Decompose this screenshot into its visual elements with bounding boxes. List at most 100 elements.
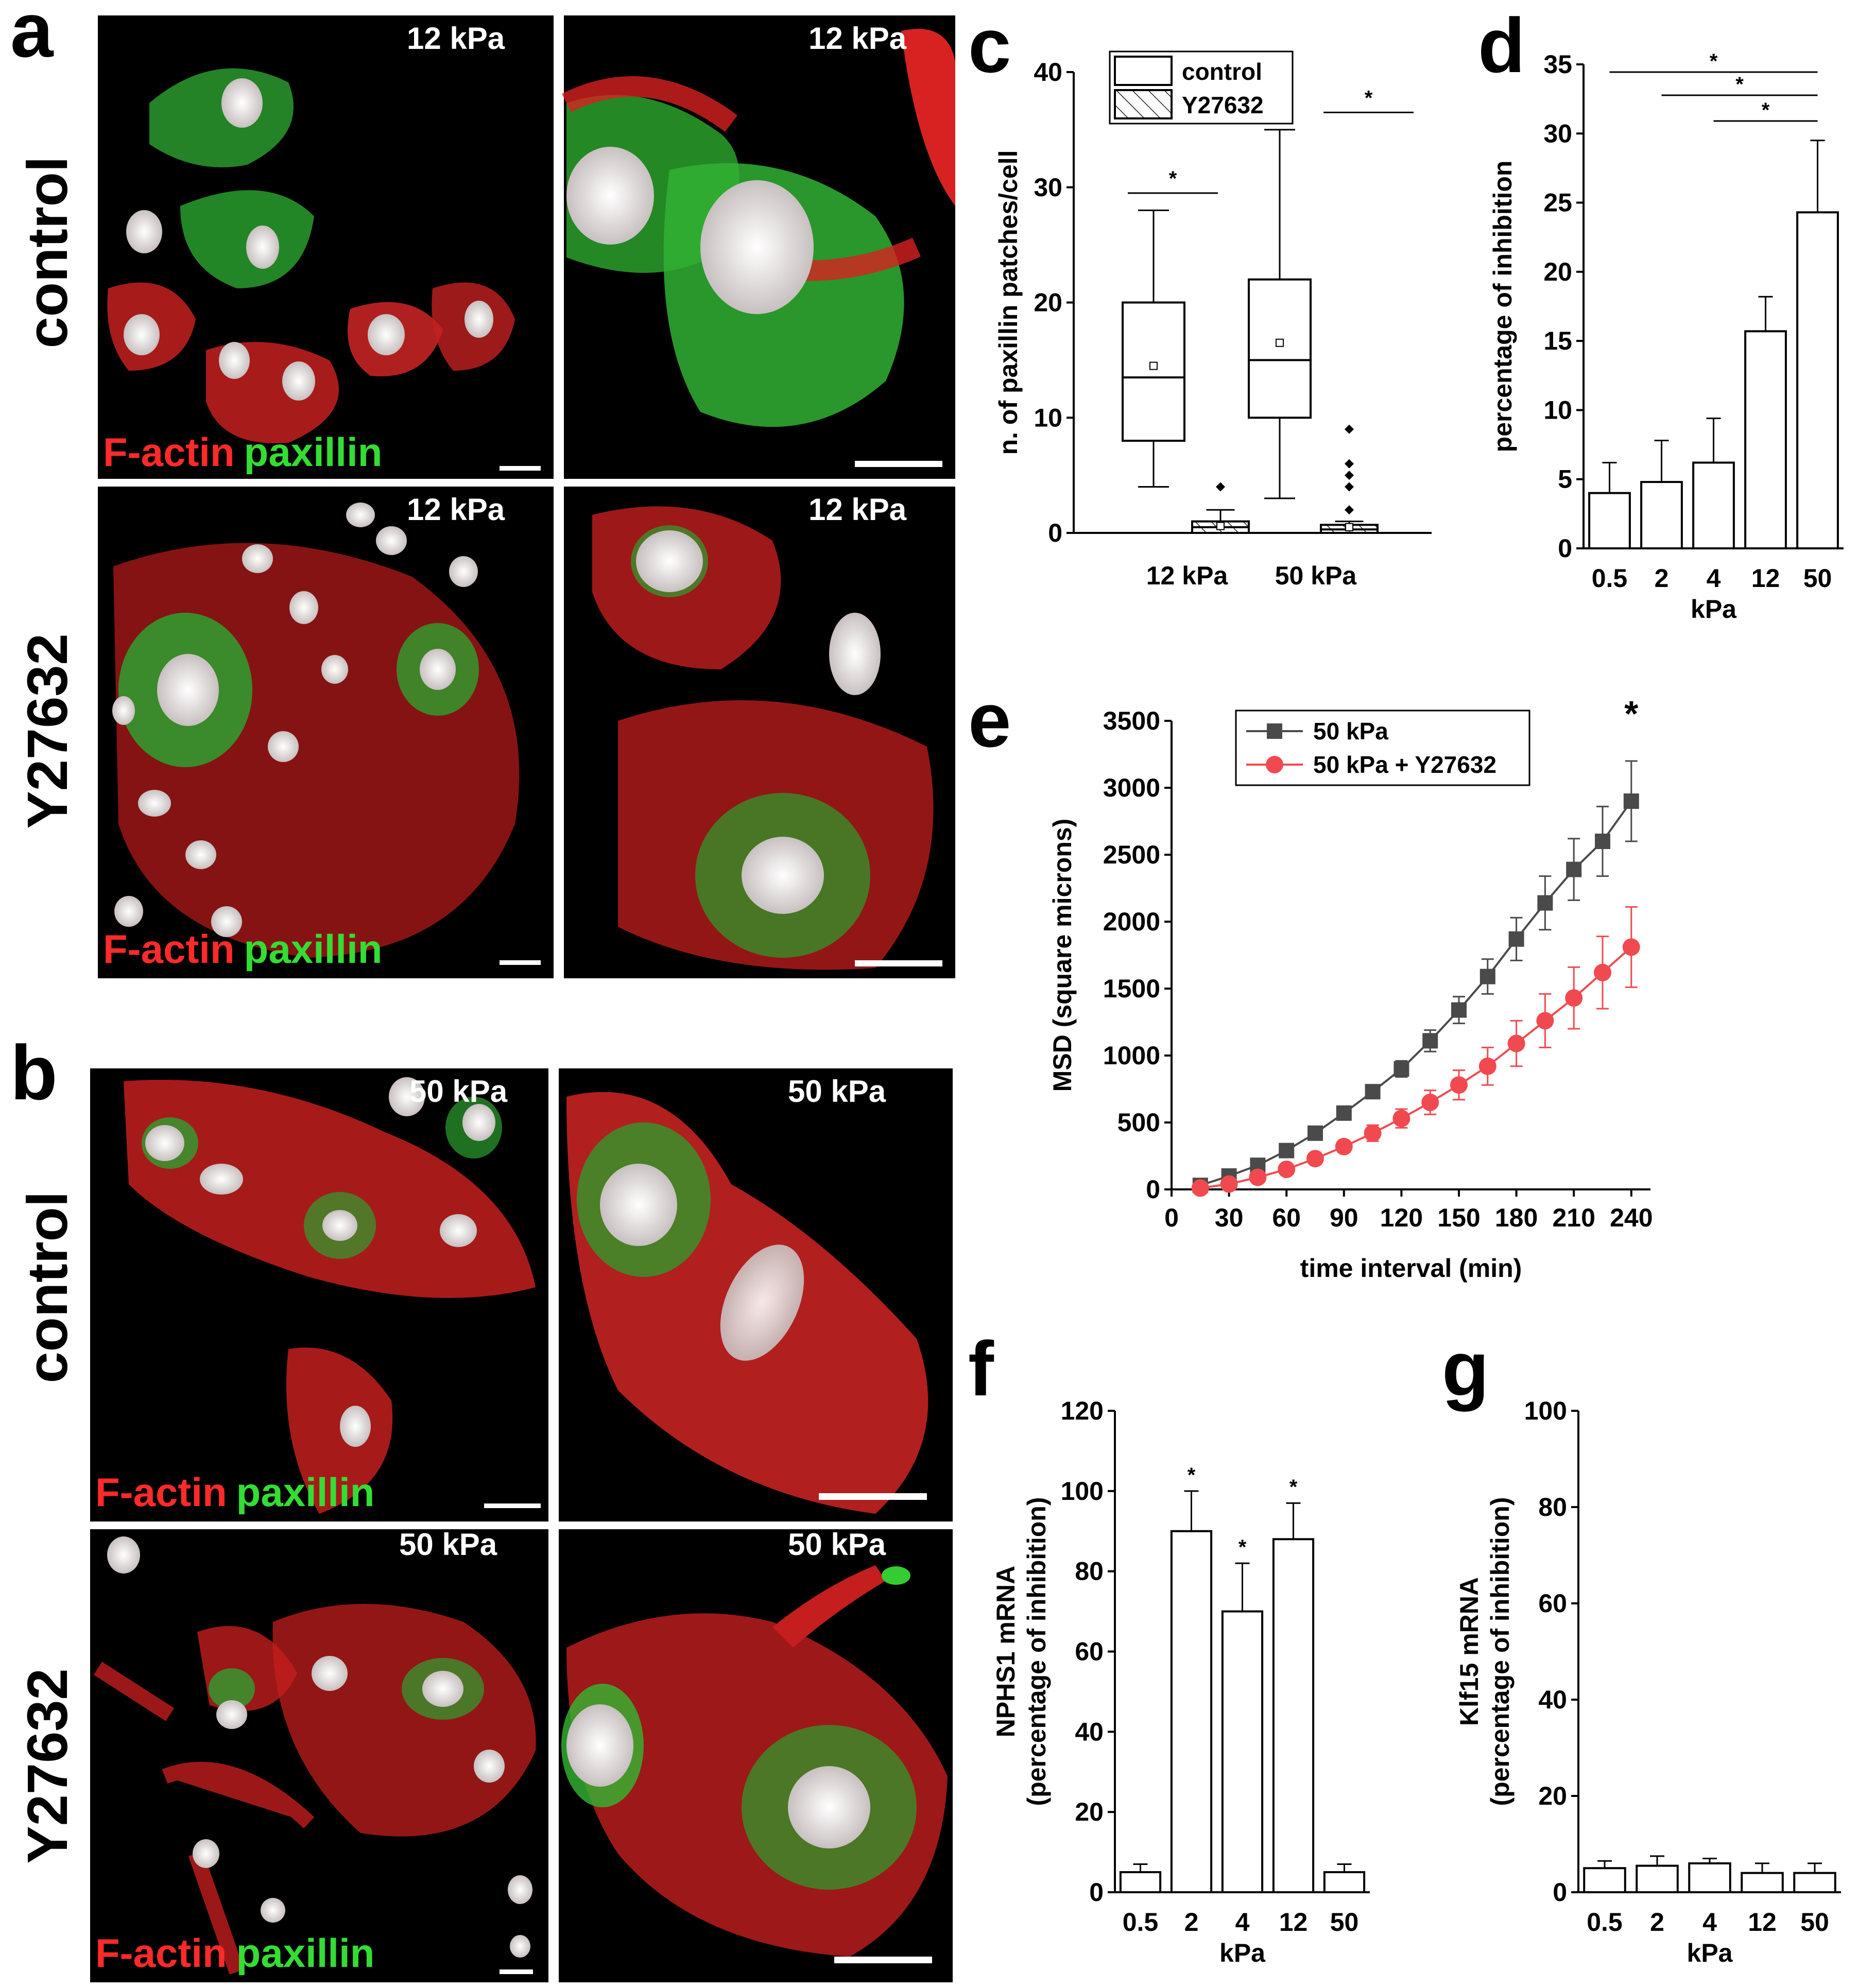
series-point-square [1595,834,1610,849]
chart-c-y-tick-label: 40 [1034,58,1062,87]
row-label-b-control: control [16,1191,79,1384]
chart-c-significance-star: * [1169,167,1177,190]
series-point-circle [1220,1175,1238,1193]
chart-e-x-tick-label: 30 [1215,1203,1244,1232]
kpa-label-a-tl: 12 kPa [407,21,505,56]
chart-f-significance-star: * [1289,1476,1298,1498]
micrograph-b-y27632-overview [90,1529,548,1982]
chart-e-legend [1235,710,1530,786]
chart-g-y-tick-label: 0 [1553,1878,1567,1907]
series-point-circle [1335,1137,1353,1155]
chart-d-y-tick-label: 15 [1543,326,1572,355]
series-point-circle [1278,1161,1296,1178]
series-line-0 [1200,800,1632,1187]
chart-g-x-tick-label: 0.5 [1587,1908,1623,1937]
series-point-circle [1507,1034,1525,1052]
chart-c-x-tick-label: 50 kPa [1275,561,1357,590]
legend-label-control: control [1182,58,1262,85]
chart-d-significance-star: * [1762,99,1770,122]
chart-e-y-tick-label: 2500 [1103,840,1160,869]
box-mean [1276,338,1284,347]
box-mean [1149,361,1158,370]
chart-g-bar [1688,1862,1731,1893]
chart-f-bar [1119,1871,1162,1894]
chart-g-y-label-2: (percentage of inhibition) [1486,1497,1515,1806]
chart-e-y-label: MSD (square microns) [1048,819,1077,1092]
stain-paxillin: paxillin [236,1930,375,1976]
box-outlier [1345,505,1354,515]
chart-g-y-tick-label: 60 [1538,1589,1567,1618]
chart-g-y-tick-label: 20 [1538,1782,1567,1810]
kpa-label-a-tr: 12 kPa [808,21,907,56]
chart-c-paxillin-box: 0 10 20 30 40 n. of paxillin patches/cell 12 k… [994,50,1432,590]
chart-e-x-tick-label: 90 [1330,1203,1358,1232]
chart-d-bar [1744,330,1787,549]
chart-c-y-tick-label: 30 [1034,173,1062,202]
chart-f-bar [1323,1871,1366,1894]
panel-letter-a: a [10,0,54,73]
stain-actin: F-actin [95,1470,227,1515]
chart-f-nphs1-bar: 0 20 40 60 80 100 120 NPHS1 mRNA (percentage of … [991,1396,1370,1967]
series-point-circle [1364,1124,1382,1142]
stain-label-a-top: F-actin paxillin [103,429,382,475]
chart-e-y-tick-label: 3000 [1103,773,1160,802]
chart-e-x-tick-label: 60 [1272,1203,1301,1232]
kpa-label-b-tr: 50 kPa [788,1074,886,1109]
chart-f-x-tick-label: 12 [1279,1908,1308,1937]
chart-d-x-tick-label: 2 [1655,564,1669,593]
chart-f-x-tick-label: 50 [1330,1908,1359,1937]
chart-c-y-tick-label: 20 [1034,288,1062,317]
chart-e-x-tick-label: 120 [1380,1203,1423,1232]
chart-e-x-tick-label: 240 [1610,1203,1653,1232]
chart-f-x-tick-label: 2 [1184,1908,1199,1937]
chart-e-y-tick-label: 1000 [1103,1041,1160,1070]
chart-f-x-label: kPa [1219,1939,1266,1967]
chart-g-y-label: Klf15 mRNA [1455,1577,1484,1726]
micrograph-b-control-zoom [559,1068,953,1522]
chart-d-x-tick-label: 4 [1707,564,1721,593]
chart-e-y-tick-label: 2000 [1103,907,1160,936]
series-point-square [1451,1002,1467,1018]
series-point-circle [1306,1150,1324,1168]
stain-actin: F-actin [95,1930,227,1976]
series-point-circle [1450,1076,1468,1094]
chart-f-bar [1170,1530,1213,1893]
chart-g-y-tick-label: 100 [1524,1396,1567,1425]
chart-f-y-tick-label: 60 [1075,1637,1104,1666]
box-outlier [1345,459,1354,469]
stain-label-a-bottom: F-actin paxillin [103,926,382,972]
stain-actin: F-actin [103,926,235,972]
chart-f-significance-star: * [1238,1536,1247,1559]
chart-g-x-label: kPa [1687,1939,1733,1967]
chart-g-x-tick-label: 2 [1650,1908,1664,1937]
chart-f-y-label-2: (percentage of inhibition) [1022,1497,1051,1806]
chart-f-x-tick-label: 4 [1235,1908,1250,1937]
chart-e-y-tick-label: 3500 [1103,706,1160,735]
legend-label-1: 50 kPa + Y27632 [1313,751,1496,778]
kpa-label-b-br: 50 kPa [788,1527,886,1562]
legend-swatch-control [1114,56,1173,86]
series-point-circle [1565,989,1583,1007]
box-outlier [1216,482,1225,492]
chart-e-msd-line: 0 500 1000 1500 2000 2500 3000 3500 0 30 60 90 120 15… [1048,694,1653,1283]
chart-d-y-tick-label: 30 [1543,119,1572,148]
panel-letter-d: d [1478,2,1525,89]
chart-f-y-tick-label: 0 [1089,1878,1104,1907]
box-mean [1345,523,1353,531]
series-point-circle [1191,1179,1209,1197]
micrograph-a-y27632-overview [98,487,554,978]
micrograph-a-y27632-zoom [564,487,955,978]
chart-d-y-label: percentage of inhibition [1488,161,1517,453]
stain-paxillin: paxillin [244,926,383,972]
chart-d-y-tick-label: 10 [1543,395,1572,424]
chart-d-bar [1588,492,1631,549]
box-mean [1216,522,1225,530]
micrograph-b-y27632-zoom [559,1529,953,1982]
series-point-square [1479,969,1495,984]
legend-label-0: 50 kPa [1313,718,1388,745]
chart-g-bar [1583,1867,1626,1893]
box-outlier [1345,482,1354,492]
chart-g-bar [1741,1872,1784,1894]
chart-e-x-label: time interval (min) [1300,1254,1522,1283]
chart-d-y-tick-label: 5 [1558,465,1572,494]
